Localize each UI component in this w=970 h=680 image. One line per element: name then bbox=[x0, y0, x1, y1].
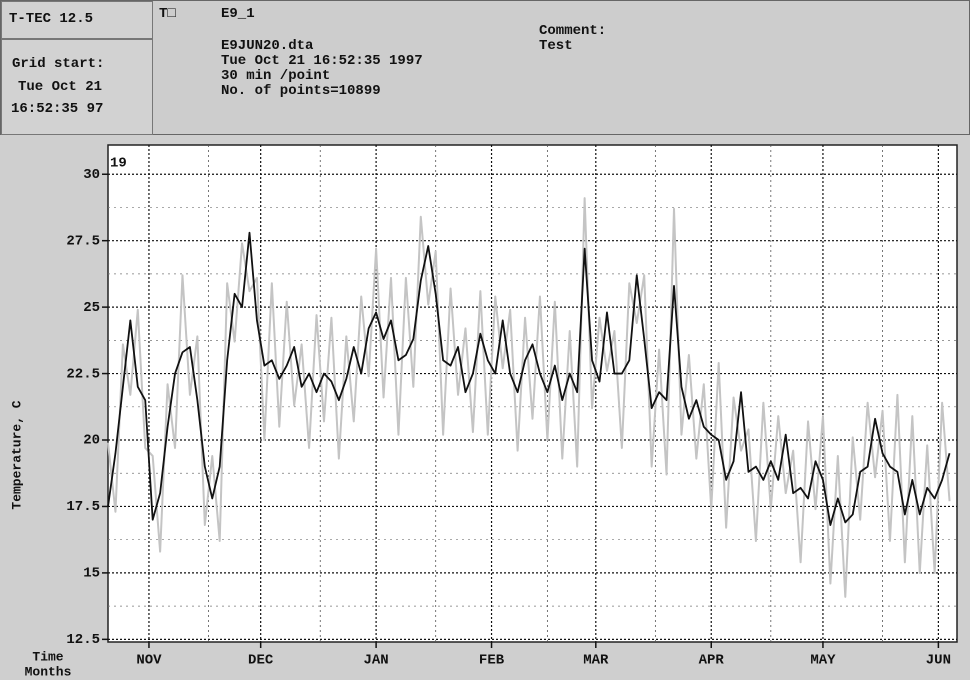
grid-start-box bbox=[1, 39, 153, 135]
y-tick-label: 17.5 bbox=[66, 499, 100, 515]
x-tick-label: MAY bbox=[810, 653, 836, 669]
grid-start-time: 16:52:35 97 bbox=[11, 101, 104, 117]
x-tick-label: JUN bbox=[926, 653, 951, 669]
comment-label: Comment: bbox=[539, 23, 607, 39]
grid-start-date: Tue Oct 21 bbox=[18, 79, 103, 95]
app-name: T-TEC 12.5 bbox=[9, 11, 94, 27]
points: No. of points=10899 bbox=[221, 83, 381, 99]
header-panel: T-TEC 12.5 Grid start: Tue Oct 21 16:52:… bbox=[0, 0, 970, 135]
rate: 30 min /point bbox=[221, 68, 331, 84]
x-axis-label: Months bbox=[25, 664, 72, 679]
y-tick-label: 22.5 bbox=[66, 366, 100, 382]
y-tick-label: 30 bbox=[83, 167, 100, 183]
unit-mark: T□ bbox=[159, 6, 176, 22]
app-box bbox=[1, 1, 153, 39]
annotation: 19 bbox=[110, 156, 127, 172]
comment: Test bbox=[539, 38, 573, 54]
x-tick-label: NOV bbox=[136, 653, 162, 669]
y-tick-label: 27.5 bbox=[66, 233, 100, 249]
x-tick-label: APR bbox=[699, 653, 725, 669]
x-tick-label: DEC bbox=[248, 653, 274, 669]
chart: 19 Temperature, C Time Months 12.5 15 17.5… bbox=[9, 144, 958, 679]
record-name: E9_1 bbox=[221, 6, 255, 22]
grid-start-label: Grid start: bbox=[12, 56, 105, 72]
y-axis-label: Temperature, C bbox=[9, 400, 24, 509]
file-name: E9JUN20.dta bbox=[221, 38, 314, 54]
x-tick-label: MAR bbox=[583, 653, 609, 669]
y-tick-label: 12.5 bbox=[66, 632, 100, 648]
plot-area bbox=[107, 144, 958, 643]
y-tick-label: 20 bbox=[83, 433, 100, 449]
data-line bbox=[107, 231, 951, 526]
x-axis-label: Time bbox=[32, 649, 63, 664]
start-time: Tue Oct 21 16:52:35 1997 bbox=[221, 53, 423, 69]
data-line bbox=[107, 197, 951, 598]
y-tick-label: 15 bbox=[83, 566, 100, 582]
y-tick-label: 25 bbox=[83, 300, 100, 316]
x-tick-label: JAN bbox=[363, 653, 388, 669]
x-tick-label: FEB bbox=[479, 653, 505, 669]
